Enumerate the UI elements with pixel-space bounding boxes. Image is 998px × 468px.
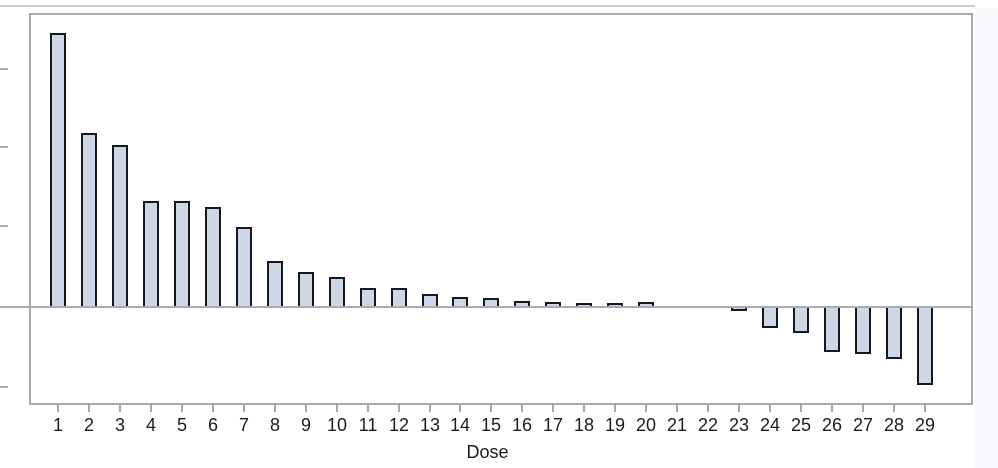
y-axis-tick (0, 386, 8, 388)
x-axis-tick-label: 24 (759, 415, 781, 435)
x-axis-tick (212, 405, 214, 412)
x-axis-tick-label: 20 (635, 415, 657, 435)
x-axis-tick (552, 405, 554, 412)
x-axis-tick (119, 405, 121, 412)
bar-dose-2 (81, 133, 97, 307)
bar-dose-11 (360, 288, 376, 307)
x-axis-tick (583, 405, 585, 412)
bar-dose-12 (391, 288, 407, 307)
y-axis-tick (0, 68, 8, 70)
x-axis-tick (490, 405, 492, 412)
x-axis-tick (769, 405, 771, 412)
x-axis-tick (429, 405, 431, 412)
bar-dose-28 (886, 307, 902, 359)
bar-dose-9 (298, 272, 314, 307)
x-axis-tick-label: 4 (145, 415, 157, 435)
bar-dose-18 (576, 303, 592, 307)
bar-dose-14 (452, 297, 468, 307)
x-axis-tick-label: 13 (419, 415, 441, 435)
x-axis-tick-label: 15 (480, 415, 502, 435)
bar-dose-19 (607, 303, 623, 307)
page-background-margin (975, 8, 998, 468)
x-axis-tick-label: 11 (358, 415, 378, 435)
x-axis-tick-label: 19 (604, 415, 626, 435)
x-axis-tick (150, 405, 152, 412)
x-axis-tick (88, 405, 90, 412)
bar-dose-8 (267, 261, 283, 307)
x-axis-tick (398, 405, 400, 412)
x-axis-tick-label: 21 (666, 415, 688, 435)
bar-dose-17 (545, 302, 561, 307)
x-axis-tick (893, 405, 895, 412)
x-axis-tick-label: 25 (790, 415, 812, 435)
x-axis-tick-label: 12 (388, 415, 410, 435)
x-axis-tick-label: 28 (883, 415, 905, 435)
x-axis-tick-label: 1 (52, 415, 64, 435)
x-axis-tick (831, 405, 833, 412)
bar-dose-1 (50, 33, 66, 307)
zero-reference-line (0, 306, 973, 308)
x-axis-tick-label: 9 (300, 415, 312, 435)
bar-dose-23 (731, 307, 747, 311)
bar-dose-4 (143, 201, 159, 307)
x-axis-tick-label: 26 (821, 415, 843, 435)
y-axis-tick (0, 146, 8, 148)
x-axis-tick-label: 17 (542, 415, 564, 435)
x-axis-tick-label: 14 (449, 415, 471, 435)
bar-dose-20 (638, 302, 654, 307)
x-axis-tick (645, 405, 647, 412)
x-axis-tick-label: 2 (83, 415, 95, 435)
x-axis-title: Dose (466, 442, 509, 462)
x-axis-tick-label: 23 (728, 415, 750, 435)
x-axis-tick (862, 405, 864, 412)
bar-dose-24 (762, 307, 778, 328)
x-axis-tick-label: 29 (914, 415, 936, 435)
x-axis-tick-label: 5 (176, 415, 188, 435)
page-top-rule (0, 5, 975, 7)
x-axis-tick (181, 405, 183, 412)
bar-dose-26 (824, 307, 840, 352)
x-axis-tick (274, 405, 276, 412)
bar-dose-15 (483, 298, 499, 307)
bar-dose-6 (205, 207, 221, 307)
x-axis-tick-label: 3 (114, 415, 126, 435)
bar-dose-13 (422, 294, 438, 307)
x-axis-tick-label: 10 (326, 415, 348, 435)
bar-dose-16 (514, 301, 530, 307)
x-axis-tick (305, 405, 307, 412)
x-axis-tick-label: 18 (573, 415, 595, 435)
x-axis-tick (924, 405, 926, 412)
x-axis-tick (521, 405, 523, 412)
x-axis-tick-label: 8 (269, 415, 281, 435)
x-axis-tick (336, 405, 338, 412)
bar-dose-3 (112, 145, 128, 307)
x-axis-tick (614, 405, 616, 412)
x-axis-tick (707, 405, 709, 412)
x-axis-tick-label: 6 (207, 415, 219, 435)
x-axis-tick (57, 405, 59, 412)
x-axis-tick (738, 405, 740, 412)
x-axis-tick-label: 27 (852, 415, 874, 435)
x-axis-tick (800, 405, 802, 412)
bar-dose-27 (855, 307, 871, 354)
x-axis-tick (243, 405, 245, 412)
x-axis-tick (676, 405, 678, 412)
x-axis-tick-label: 22 (697, 415, 719, 435)
y-axis-tick (0, 225, 8, 227)
bar-dose-29 (917, 307, 933, 385)
bar-dose-5 (174, 201, 190, 307)
x-axis-tick-label: 7 (238, 415, 250, 435)
x-axis-tick (367, 405, 369, 412)
bar-dose-10 (329, 277, 345, 307)
x-axis-tick (459, 405, 461, 412)
bar-dose-7 (236, 227, 252, 307)
x-axis-tick-label: 16 (511, 415, 533, 435)
bar-dose-25 (793, 307, 809, 333)
